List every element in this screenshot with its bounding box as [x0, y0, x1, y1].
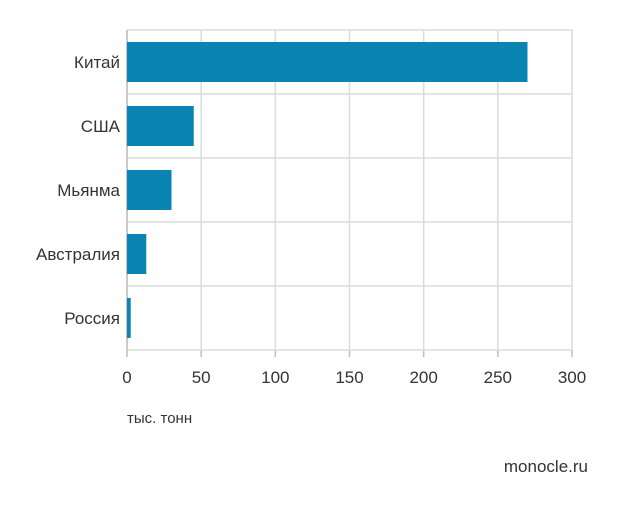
source-label: monocle.ru — [503, 457, 588, 476]
bar-5 — [127, 298, 131, 338]
bar-2 — [127, 106, 194, 146]
category-label: США — [81, 117, 121, 136]
bar-4 — [127, 234, 147, 274]
x-tick-label: 200 — [409, 368, 437, 387]
grid-layer — [126, 29, 573, 357]
category-label: Китай — [74, 53, 120, 72]
x-tick-label: 300 — [558, 368, 586, 387]
x-tick-label: 0 — [122, 368, 131, 387]
category-label: Австралия — [36, 245, 120, 264]
x-tick-label: 150 — [335, 368, 363, 387]
bar-1 — [127, 42, 528, 82]
x-axis-unit-label: тыс. тонн — [127, 410, 193, 427]
label-layer: 0 50 100 150 200 250 300 Китай США Мьянма Австрали… — [36, 53, 586, 387]
x-tick-label: 100 — [261, 368, 289, 387]
x-tick-label: 50 — [192, 368, 211, 387]
category-label: Россия — [64, 309, 120, 328]
x-tick-label: 250 — [484, 368, 512, 387]
category-label: Мьянма — [57, 181, 120, 200]
bar-layer — [127, 42, 528, 338]
bar-3 — [127, 170, 172, 210]
